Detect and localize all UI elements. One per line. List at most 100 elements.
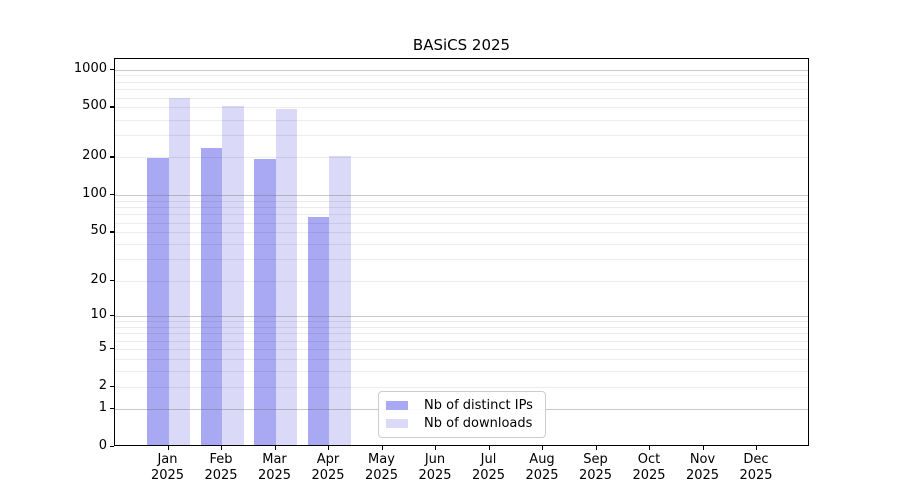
y-tick-mark	[110, 106, 114, 108]
bar-downloads	[329, 156, 351, 445]
x-tick-label: Apr 2025	[301, 452, 355, 484]
x-tick-year: 2025	[364, 468, 399, 483]
y-grid-minor	[115, 340, 808, 342]
y-tick-label: 2	[98, 378, 107, 393]
y-grid-minor	[115, 232, 808, 234]
y-grid-minor	[115, 89, 808, 91]
bar-downloads	[168, 97, 190, 445]
plot-area	[114, 58, 809, 446]
x-tick-year: 2025	[471, 468, 506, 483]
y-grid-minor	[115, 349, 808, 351]
y-grid-minor	[115, 200, 808, 202]
y-grid-minor	[115, 81, 808, 83]
x-tick-year: 2025	[257, 468, 292, 483]
x-tick-year: 2025	[150, 468, 185, 483]
legend-entry-downloads: Nb of downloads	[386, 416, 538, 431]
x-tick-label: Jun 2025	[408, 452, 462, 484]
y-grid-minor	[115, 119, 808, 121]
y-tick-mark	[110, 68, 114, 70]
y-grid-minor	[115, 207, 808, 208]
y-tick-label: 1	[98, 400, 107, 416]
x-tick-month: Jan	[157, 452, 178, 467]
bar-distinct-ips	[307, 217, 329, 445]
y-grid-major	[115, 194, 808, 196]
y-grid-minor	[115, 387, 808, 388]
x-tick-label: Sep 2025	[569, 452, 623, 484]
y-tick-label: 20	[90, 271, 107, 287]
x-tick-mark	[221, 446, 223, 450]
bar-distinct-ips	[200, 148, 222, 445]
x-tick-label: Nov 2025	[676, 452, 730, 484]
x-tick-mark	[542, 446, 544, 450]
x-tick-month: Jun	[424, 452, 446, 467]
x-tick-month: Apr	[316, 452, 340, 467]
y-tick-label: 100	[82, 185, 107, 201]
x-tick-month: Dec	[743, 452, 769, 467]
x-tick-label: Oct 2025	[622, 452, 676, 484]
y-tick-label: 0	[98, 438, 107, 453]
x-tick-mark	[435, 446, 437, 450]
bar-downloads	[222, 106, 244, 445]
y-grid-minor	[115, 97, 808, 99]
y-tick-mark	[110, 156, 114, 158]
y-grid-minor	[115, 371, 808, 373]
x-tick-month: Sep	[583, 452, 608, 467]
y-tick-mark	[110, 231, 114, 233]
y-grid-minor	[115, 327, 808, 328]
y-tick-mark	[110, 386, 114, 388]
y-grid-minor	[115, 321, 808, 323]
y-tick-mark	[110, 446, 114, 448]
bar-distinct-ips	[254, 158, 276, 445]
x-tick-label: Jul 2025	[462, 452, 516, 484]
x-tick-year: 2025	[525, 468, 559, 483]
legend-swatch-downloads-icon	[386, 419, 408, 428]
x-tick-month: May	[368, 452, 395, 467]
y-grid-minor	[115, 214, 808, 216]
y-grid-minor	[115, 333, 808, 335]
y-tick-mark	[110, 348, 114, 350]
y-grid-minor	[115, 280, 808, 282]
y-tick-label: 10	[90, 307, 107, 322]
x-tick-mark	[488, 446, 490, 450]
y-grid-major	[115, 69, 808, 71]
legend: Nb of distinct IPs Nb of downloads	[378, 391, 546, 438]
legend-swatch-distinct-ips-icon	[386, 401, 408, 410]
y-grid-major	[115, 316, 808, 317]
y-grid-minor	[115, 222, 808, 224]
x-tick-mark	[167, 446, 169, 450]
chart-title: BASiCS 2025	[412, 36, 511, 54]
x-tick-label: Feb 2025	[194, 452, 248, 484]
x-tick-year: 2025	[632, 468, 666, 483]
y-tick-label: 5	[98, 340, 107, 356]
legend-label-distinct-ips: Nb of distinct IPs	[424, 398, 533, 413]
x-tick-mark	[595, 446, 597, 450]
y-grid-minor	[115, 75, 808, 77]
x-tick-label: Dec 2025	[729, 452, 783, 484]
x-tick-mark	[328, 446, 330, 450]
x-tick-month: Aug	[529, 452, 555, 467]
bar-distinct-ips	[147, 158, 169, 445]
legend-entry-distinct-ips: Nb of distinct IPs	[386, 398, 538, 413]
y-grid-minor	[115, 259, 808, 261]
x-tick-label: Jan 2025	[141, 452, 195, 484]
x-tick-year: 2025	[578, 468, 613, 483]
x-tick-year: 2025	[311, 468, 345, 483]
y-grid-minor	[115, 244, 808, 246]
x-tick-month: Oct	[637, 452, 661, 467]
x-tick-label: Aug 2025	[515, 452, 569, 484]
y-grid-minor	[115, 157, 808, 159]
y-tick-label: 500	[82, 98, 107, 114]
y-tick-label: 50	[90, 223, 107, 239]
x-tick-mark	[274, 446, 276, 450]
y-tick-mark	[110, 315, 114, 317]
y-tick-mark	[110, 193, 114, 196]
x-tick-year: 2025	[685, 468, 720, 483]
x-tick-label: Mar 2025	[248, 452, 302, 484]
y-grid-minor	[115, 359, 808, 361]
y-tick-mark	[110, 279, 114, 282]
x-tick-mark	[702, 446, 704, 450]
y-grid-minor	[115, 107, 808, 109]
y-tick-label: 1000	[73, 60, 107, 76]
legend-label-downloads: Nb of downloads	[424, 416, 533, 431]
